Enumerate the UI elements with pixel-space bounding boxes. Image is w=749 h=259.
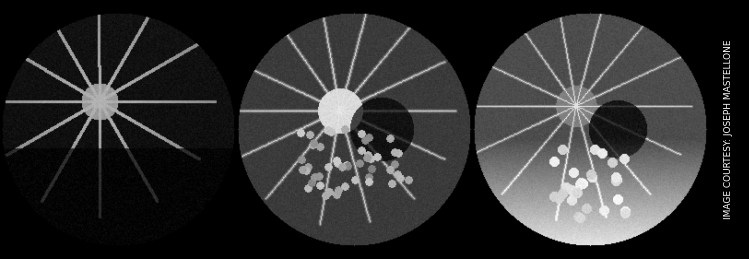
Text: IMAGE COURTESY: JOSEPH MASTELLONE: IMAGE COURTESY: JOSEPH MASTELLONE: [724, 40, 733, 219]
